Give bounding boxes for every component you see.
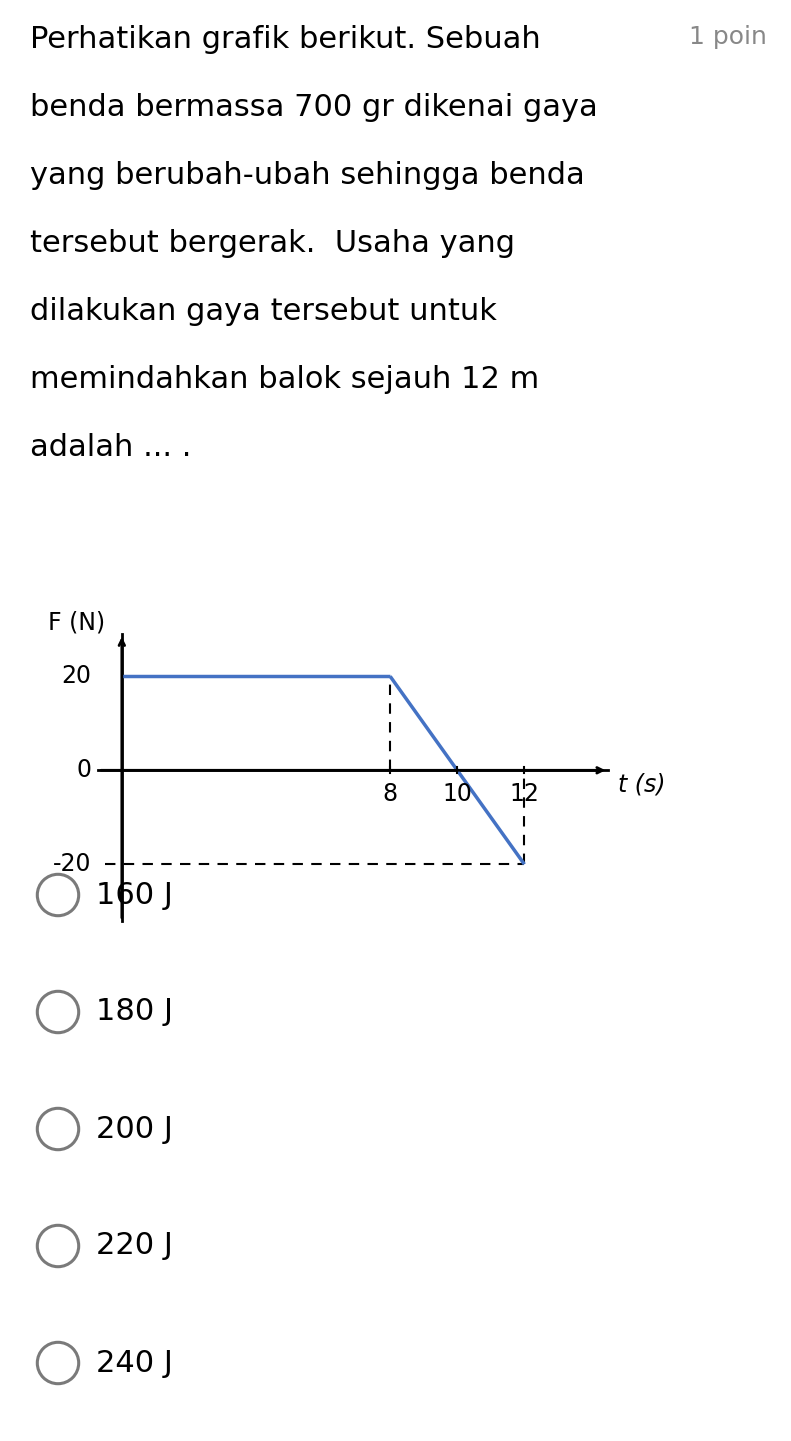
- Text: benda bermassa 700 gr dikenai gaya: benda bermassa 700 gr dikenai gaya: [30, 94, 598, 122]
- Text: F (N): F (N): [48, 611, 105, 634]
- Text: adalah ... .: adalah ... .: [30, 432, 191, 463]
- Text: 200 J: 200 J: [96, 1114, 173, 1144]
- Text: tersebut bergerak.  Usaha yang: tersebut bergerak. Usaha yang: [30, 229, 515, 258]
- Text: memindahkan balok sejauh 12 m: memindahkan balok sejauh 12 m: [30, 365, 539, 393]
- Text: 0: 0: [77, 758, 92, 782]
- Text: yang berubah-ubah sehingga benda: yang berubah-ubah sehingga benda: [30, 161, 585, 190]
- Text: -20: -20: [53, 852, 92, 876]
- Text: 160 J: 160 J: [96, 880, 173, 909]
- Text: Perhatikan grafik berikut. Sebuah: Perhatikan grafik berikut. Sebuah: [30, 24, 541, 53]
- Text: 1 poin: 1 poin: [690, 24, 767, 49]
- Text: 220 J: 220 J: [96, 1232, 173, 1261]
- Text: 10: 10: [442, 782, 472, 806]
- Text: 8: 8: [383, 782, 398, 806]
- Text: 240 J: 240 J: [96, 1349, 173, 1378]
- Text: 20: 20: [62, 664, 92, 689]
- Text: 180 J: 180 J: [96, 997, 173, 1026]
- Text: t (s): t (s): [619, 772, 666, 797]
- Text: 12: 12: [509, 782, 539, 806]
- Text: dilakukan gaya tersebut untuk: dilakukan gaya tersebut untuk: [30, 297, 497, 326]
